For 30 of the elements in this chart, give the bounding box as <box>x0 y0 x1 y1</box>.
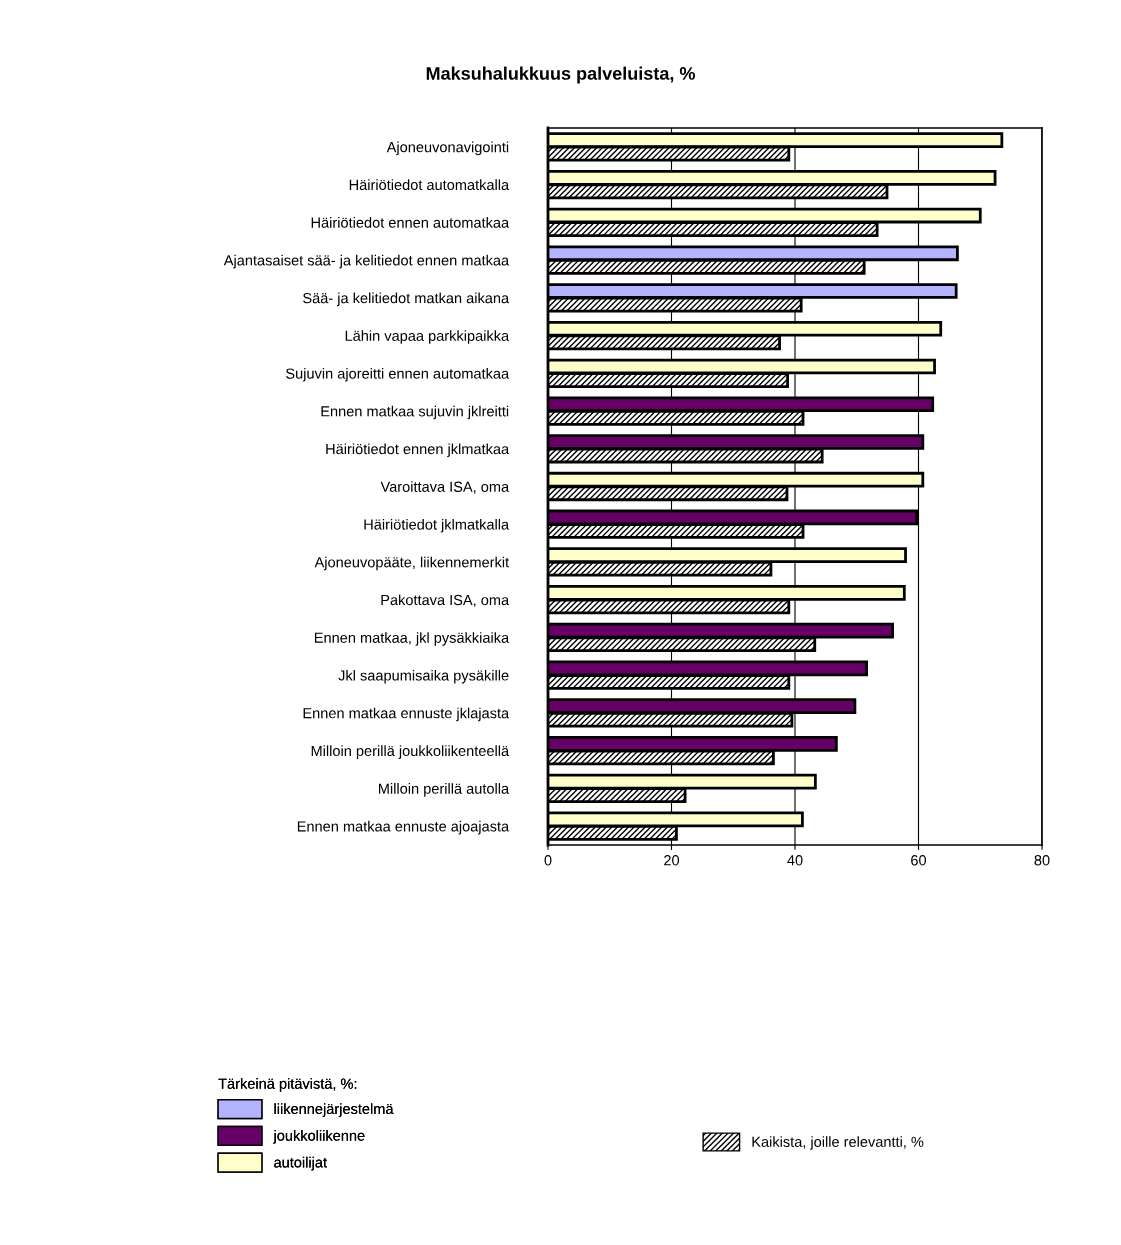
y-tick-label: Ajoneuvonavigointi <box>386 141 509 156</box>
x-tick-label: 20 <box>664 855 680 866</box>
legend-label: autoilijat <box>274 1156 327 1171</box>
y-tick-label: Ajantasaiset sää- ja kelitiedot ennen matkaa <box>223 254 510 269</box>
y-tick-label: Ennen matkaa ennuste jklajasta <box>303 707 510 722</box>
y-tick-label: Häiriötiedot automatkalla <box>349 179 510 191</box>
y-tick-label: Häiriötiedot jklmatkalla <box>364 518 510 533</box>
y-tick-label: Ennen matkaa, jkl pysäkkiaika <box>314 632 510 646</box>
x-tick-label: 0 <box>544 855 552 866</box>
y-tick-label: Lähin vapaa parkkipaikka <box>345 330 510 344</box>
x-tick-label: 60 <box>911 855 927 866</box>
y-tick-label: Sujuvin ajoreitti ennen automatkaa <box>286 368 510 382</box>
y-tick-label: Sää- ja kelitiedot matkan aikana <box>303 292 510 307</box>
y-tick-label: Milloin perillä joukkoliikenteellä <box>311 745 510 759</box>
x-tick-label: 40 <box>787 855 803 866</box>
y-tick-label: Ennen matkaa sujuvin jklreitti <box>321 405 509 420</box>
legend-label: Kaikista, joille relevantti, % <box>752 1136 924 1150</box>
y-tick-label: Jkl saapumisaika pysäkille <box>338 669 509 684</box>
y-tick-label: Ajoneuvopääte, liikennemerkit <box>314 556 510 571</box>
legend-label: liikennejärjestelmä <box>274 1103 394 1117</box>
y-tick-label: Pakottava ISA, oma <box>381 594 510 607</box>
x-tick-label: 80 <box>1034 855 1050 866</box>
legend-label: joukkoliikenne <box>273 1130 365 1144</box>
y-tick-label: Milloin perillä autolla <box>379 783 510 797</box>
legend-title: Tärkeinä pitävistä, %: <box>218 1078 357 1092</box>
chart-title: Maksuhalukkuus palveluista, % <box>426 66 695 84</box>
y-tick-label: Häiriötiedot ennen jklmatkaa <box>326 443 510 458</box>
y-tick-label: Ennen matkaa ennuste ajoajasta <box>297 820 510 835</box>
y-tick-label: Häiriötiedot ennen automatkaa <box>311 217 510 228</box>
y-tick-label: Varoittava ISA, oma <box>380 481 510 494</box>
